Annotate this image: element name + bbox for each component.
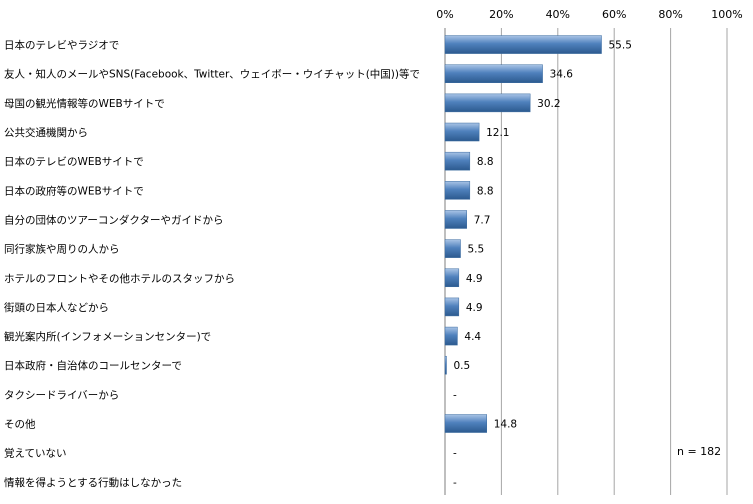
category-label: 友人・知人のメールやSNS(Facebook、Twitter、ウェイボー・ウイチ… (4, 68, 420, 81)
x-tick-label: 80% (658, 8, 682, 21)
bar (444, 93, 531, 113)
data-label: 4.4 (464, 331, 481, 343)
bar (444, 122, 480, 142)
category-labels: 日本のテレビやラジオで友人・知人のメールやSNS(Facebook、Twitte… (4, 39, 420, 489)
data-label: 14.8 (494, 419, 517, 431)
category-label: 観光案内所(インフォメーションセンター)で (4, 330, 211, 343)
bar (444, 151, 471, 171)
bar (444, 210, 467, 229)
category-label: 日本のテレビのWEBサイトで (4, 155, 144, 168)
category-label: 日本政府・自治体のコールセンターで (4, 359, 182, 372)
category-label: 情報を得ようとする行動はしなかった (4, 476, 182, 489)
category-label: 同行家族や周りの人から (4, 243, 120, 256)
data-label: 7.7 (474, 214, 491, 226)
x-tick-label: 40% (546, 8, 570, 21)
data-label: 30.2 (537, 98, 560, 110)
data-label: 4.9 (466, 273, 483, 285)
data-label: 55.5 (609, 40, 632, 52)
bar (444, 64, 543, 83)
bars (444, 35, 602, 433)
data-label: - (453, 448, 457, 460)
category-label: その他 (4, 418, 36, 431)
x-tick-label: 60% (602, 8, 626, 21)
data-label: 0.5 (454, 360, 471, 372)
data-label: - (453, 389, 457, 401)
bar (444, 239, 461, 258)
category-label: ホテルのフロントやその他ホテルのスタッフから (4, 272, 235, 285)
bar (444, 181, 471, 200)
category-label: 自分の団体のツアーコンダクターやガイドから (4, 213, 223, 226)
category-label: 母国の観光情報等のWEBサイトで (4, 97, 165, 110)
data-label: 8.8 (477, 156, 494, 168)
data-labels: 55.5 34.6 30.2 12.1 8.8 8.8 7.7 5.5 4.9 4.9 4.4 0.5… (453, 40, 632, 489)
category-label: 日本の政府等のWEBサイトで (4, 184, 144, 197)
category-label: タクシードライバーから (4, 389, 119, 401)
bar (444, 326, 458, 346)
x-axis-ticks: 0% 20% 40% 60% 80% 100% (436, 8, 742, 21)
data-label: 34.6 (550, 69, 574, 81)
x-tick-label: 100% (711, 8, 742, 21)
data-label: 8.8 (477, 185, 494, 197)
bar (444, 297, 460, 317)
data-label: 5.5 (468, 244, 485, 256)
category-label: 覚えていない (4, 447, 66, 460)
x-tick-label: 20% (489, 8, 513, 21)
bar (444, 35, 602, 54)
category-label: 日本のテレビやラジオで (4, 39, 119, 52)
data-label: - (453, 477, 457, 489)
bar (444, 414, 487, 433)
data-label: 12.1 (486, 127, 509, 139)
bar (444, 355, 447, 375)
bar (444, 268, 460, 288)
x-tick-label: 0% (436, 8, 453, 21)
data-label: 4.9 (466, 302, 483, 314)
sample-size-note: n = 182 (677, 445, 721, 458)
category-label: 街頭の日本人などから (4, 301, 109, 314)
category-label: 公共交通機関から (4, 126, 88, 139)
